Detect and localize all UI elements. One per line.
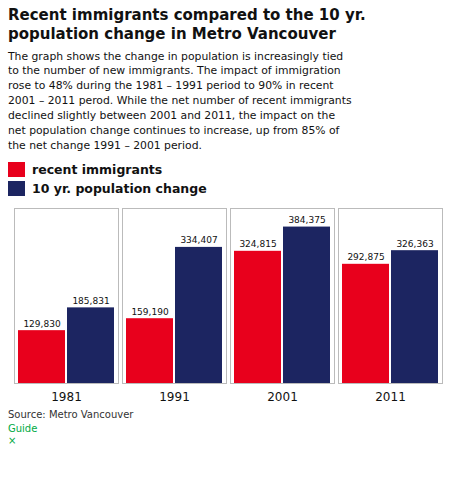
svg-text:2011: 2011 xyxy=(375,390,406,404)
svg-text:1991: 1991 xyxy=(159,390,190,404)
svg-text:129,830: 129,830 xyxy=(23,318,60,328)
svg-text:2001: 2001 xyxy=(267,390,298,404)
html-text:Guide ×: Guide × xyxy=(8,422,38,446)
svg-text:324,815: 324,815 xyxy=(239,239,276,249)
svg-text:384,375: 384,375 xyxy=(288,215,325,225)
svg-text:159,190: 159,190 xyxy=(131,306,168,316)
html-text:The graph shows the change in: The graph shows the change in population… xyxy=(8,49,352,152)
svg-text:292,875: 292,875 xyxy=(347,252,384,262)
html-text:10 yr. population change: 10 yr. population change xyxy=(32,180,207,196)
svg-text:185,831: 185,831 xyxy=(72,296,109,306)
html-text:Source: Metro Vancouver: Source: Metro Vancouver xyxy=(8,408,134,420)
html-text:recent immigrants: recent immigrants xyxy=(32,161,163,177)
svg-text:1981: 1981 xyxy=(51,390,82,404)
html-text:Recent immigrants compared to: Recent immigrants compared to the 10 yr.… xyxy=(8,6,366,43)
svg-text:334,407: 334,407 xyxy=(180,235,217,245)
svg-text:326,363: 326,363 xyxy=(396,238,433,248)
